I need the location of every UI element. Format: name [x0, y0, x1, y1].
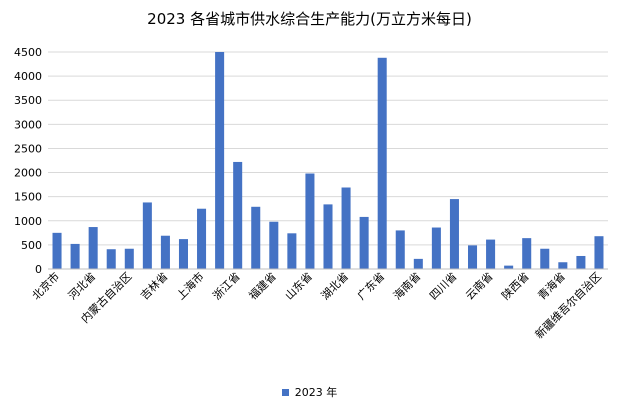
legend: 2023 年 — [0, 384, 619, 400]
bar-31 — [594, 236, 604, 269]
bar-27 — [522, 238, 532, 269]
bar-26 — [504, 265, 514, 269]
bar-12 — [251, 206, 261, 269]
legend-label: 2023 年 — [294, 386, 338, 399]
bar-25 — [486, 239, 496, 269]
x-tick-label: 上海市 — [173, 269, 206, 302]
y-tick-label: 2000 — [14, 167, 42, 180]
bar-23 — [449, 199, 459, 269]
bar-7 — [160, 235, 170, 269]
bar-5 — [124, 248, 134, 269]
y-tick-label: 1000 — [14, 215, 42, 228]
bar-28 — [540, 248, 550, 269]
legend-swatch — [281, 389, 289, 396]
x-tick-label: 山东省 — [283, 270, 316, 303]
x-tick-label: 河北省 — [66, 270, 99, 303]
x-tick-label: 青海省 — [535, 269, 568, 302]
chart-title: 2023 各省城市供水综合生产能力(万立方米每日) — [147, 10, 472, 28]
bar-14 — [287, 233, 297, 269]
y-tick-labels: 0 500 1000 1500 2000 2500 3000 3500 4000 4500 — [14, 46, 42, 276]
bar-15 — [305, 173, 315, 269]
bar-18 — [359, 216, 369, 269]
y-tick-label: 2500 — [14, 142, 42, 155]
y-tick-label: 3500 — [14, 94, 42, 107]
bar-8 — [178, 239, 188, 269]
bar-19 — [377, 57, 387, 269]
x-tick-label: 吉林省 — [137, 269, 170, 302]
bar-10 — [215, 52, 225, 269]
y-tick-label: 4000 — [14, 70, 42, 83]
bar-4 — [106, 249, 116, 269]
x-tick-label: 陕西省 — [499, 269, 532, 302]
y-tick-label: 0 — [35, 263, 42, 276]
bar-24 — [468, 245, 478, 269]
x-tick-label: 北京市 — [29, 269, 62, 302]
bar-20 — [395, 230, 405, 269]
y-tick-label: 500 — [21, 239, 42, 252]
bar-3 — [88, 227, 98, 269]
x-tick-label: 海南省 — [390, 269, 423, 302]
y-tick-label: 4500 — [14, 46, 42, 59]
bar-17 — [341, 187, 351, 269]
x-tick-label: 新疆维吾尔自治区 — [532, 269, 604, 341]
bars — [52, 52, 604, 269]
y-tick-label: 3000 — [14, 118, 42, 131]
bar-22 — [431, 227, 441, 269]
x-tick-label: 云南省 — [463, 270, 496, 303]
bar-16 — [323, 204, 333, 269]
x-tick-label: 浙江省 — [210, 270, 243, 303]
bar-30 — [576, 255, 586, 269]
x-tick-label: 四川省 — [427, 270, 460, 303]
x-tick-label: 广东省 — [355, 270, 388, 303]
x-tick-labels: 北京市 河北省内蒙古自治区 吉林省 上海市 浙江省 福建省 山东省 湖北省 广东省 海南省 四川省云… — [29, 269, 604, 341]
bar-6 — [142, 202, 152, 269]
x-tick-label: 湖北省 — [319, 270, 352, 303]
bar-29 — [558, 262, 568, 269]
bar-2 — [70, 243, 80, 269]
x-tick-label: 福建省 — [246, 269, 279, 302]
bar-21 — [413, 258, 423, 269]
bar-11 — [233, 161, 243, 269]
bar-1 — [52, 232, 62, 269]
bar-13 — [269, 221, 279, 269]
bar-9 — [197, 208, 207, 269]
y-tick-label: 1500 — [14, 191, 42, 204]
